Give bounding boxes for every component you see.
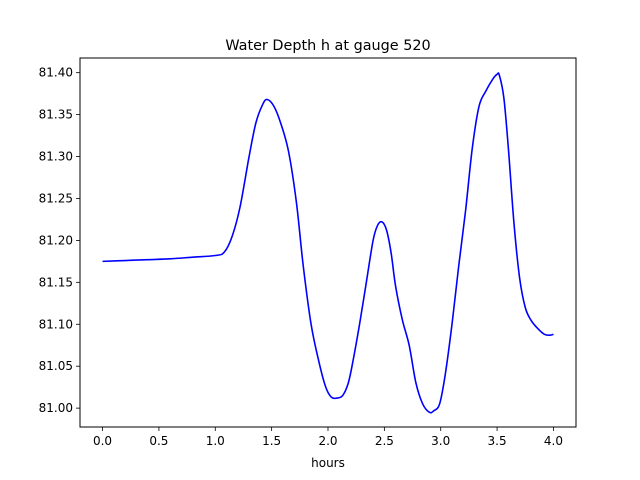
x-tick-label: 1.0 bbox=[206, 434, 225, 448]
y-tick-label: 81.00 bbox=[39, 401, 73, 415]
y-tick-label: 81.35 bbox=[39, 108, 73, 122]
y-axis: 81.00 81.05 81.10 81.15 81.20 81.25 81.30 81.35… bbox=[39, 66, 80, 415]
y-tick-label: 81.30 bbox=[39, 150, 73, 164]
x-axis: 0.0 0.5 1.0 1.5 2.0 2.5 3.0 3.5 4.0 bbox=[93, 427, 563, 448]
plot-series bbox=[102, 72, 554, 414]
series-line-0 bbox=[102, 72, 554, 414]
y-tick-label: 81.10 bbox=[39, 317, 73, 331]
x-tick-label: 1.5 bbox=[262, 434, 281, 448]
y-tick-label: 81.20 bbox=[39, 233, 73, 247]
x-tick-label: 0.5 bbox=[149, 434, 168, 448]
x-tick-label: 2.0 bbox=[318, 434, 337, 448]
x-tick-label: 3.5 bbox=[488, 434, 507, 448]
y-tick-label: 81.15 bbox=[39, 275, 73, 289]
y-tick-label: 81.40 bbox=[39, 66, 73, 80]
x-tick-label: 3.0 bbox=[431, 434, 450, 448]
x-tick-label: 4.0 bbox=[544, 434, 563, 448]
x-tick-label: 2.5 bbox=[375, 434, 394, 448]
chart-title: Water Depth h at gauge 520 bbox=[225, 38, 430, 54]
y-tick-label: 81.05 bbox=[39, 359, 73, 373]
x-tick-label: 0.0 bbox=[93, 434, 112, 448]
y-tick-label: 81.25 bbox=[39, 191, 73, 205]
x-axis-label: hours bbox=[311, 456, 345, 470]
